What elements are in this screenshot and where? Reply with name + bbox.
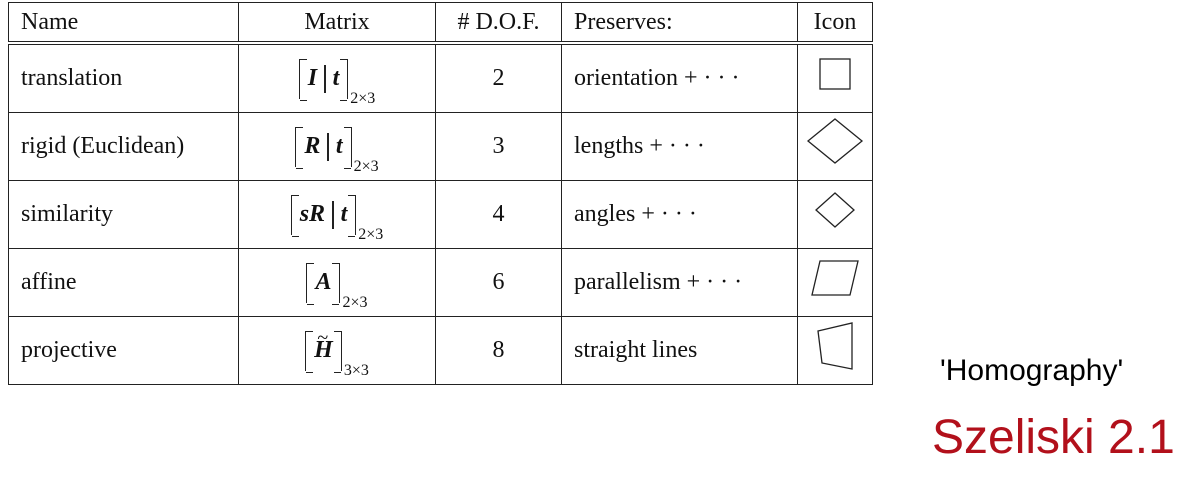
matrix-bracket: A: [306, 262, 341, 305]
transformation-name: rigid (Euclidean): [8, 112, 239, 181]
matrix-separator: [327, 132, 329, 161]
matrix-separator: [324, 64, 326, 93]
dof-value: 4: [435, 180, 562, 249]
matrix-entry: R: [304, 132, 321, 159]
matrix-bracket: H: [305, 330, 342, 373]
matrix-cell: sR t 2×3: [238, 180, 436, 249]
matrix-entry: I: [307, 64, 318, 91]
matrix-entry: H: [314, 337, 333, 363]
matrix-entry: t: [332, 64, 340, 91]
table-row: affine A 2×3 6 parallelism + · · ·: [8, 248, 873, 317]
matrix: sR t 2×3: [290, 194, 383, 242]
transformation-name: similarity: [8, 180, 239, 249]
matrix-size: 3×3: [343, 361, 369, 379]
header-matrix: Matrix: [238, 2, 436, 44]
header-name: Name: [8, 2, 239, 44]
small-rotated-square-icon: [797, 180, 873, 249]
transformations-table: Name Matrix # D.O.F. Preserves: Icon tra…: [8, 2, 873, 385]
matrix: A 2×3: [306, 262, 368, 310]
preserves-value: straight lines: [561, 316, 798, 385]
matrix-entry: sR: [299, 200, 326, 227]
matrix-entry: A: [315, 268, 332, 295]
dof-value: 3: [435, 112, 562, 181]
header-icon: Icon: [797, 2, 873, 44]
dof-value: 2: [435, 41, 562, 113]
matrix-size: 2×3: [353, 157, 379, 175]
transformation-name: affine: [8, 248, 239, 317]
matrix-entry: t: [335, 132, 343, 159]
matrix-size: 2×3: [350, 89, 376, 107]
header-preserves: Preserves:: [561, 2, 798, 44]
matrix-separator: [332, 200, 334, 229]
matrix-entry: t: [340, 200, 348, 227]
matrix-cell: H 3×3: [238, 316, 436, 385]
preserves-value: angles + · · ·: [561, 180, 798, 249]
square-icon: [797, 41, 873, 113]
preserves-value: orientation + · · ·: [561, 41, 798, 113]
dof-value: 8: [435, 316, 562, 385]
preserves-value: lengths + · · ·: [561, 112, 798, 181]
rotated-square-icon: [797, 112, 873, 181]
transformation-name: projective: [8, 316, 239, 385]
homography-label: 'Homography': [940, 354, 1124, 387]
parallelogram-icon: [797, 248, 873, 317]
source-credit: Szeliski 2.1: [932, 411, 1175, 464]
matrix-size: 2×3: [358, 225, 384, 243]
trapezoid-icon: [797, 316, 873, 385]
matrix-size: 2×3: [342, 293, 368, 311]
header-row: Name Matrix # D.O.F. Preserves: Icon: [8, 2, 873, 44]
dof-value: 6: [435, 248, 562, 317]
matrix-bracket: sR t: [290, 194, 357, 237]
preserves-value: parallelism + · · ·: [561, 248, 798, 317]
matrix-cell: A 2×3: [238, 248, 436, 317]
table-row: similarity sR t 2×3 4 angles + · · ·: [8, 180, 873, 249]
transformation-name: translation: [8, 41, 239, 113]
matrix: H 3×3: [305, 330, 369, 378]
header-dof: # D.O.F.: [435, 2, 562, 44]
table-row: projective H 3×3 8 straight lines: [8, 316, 873, 385]
